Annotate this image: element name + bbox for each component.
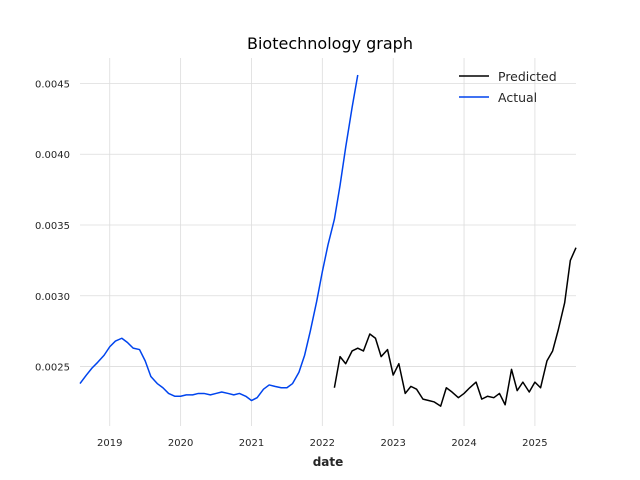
x-tick-label: 2024 [451,438,476,449]
x-tick-label: 2021 [239,438,264,449]
series-line-actual [79,74,359,402]
x-tick-label: 2025 [522,438,547,449]
y-tick-label: 0.0040 [35,150,70,161]
y-tick-label: 0.0035 [35,221,70,232]
series-layer [79,74,577,407]
grid-layer [80,58,576,426]
chart-title: Biotechnology graph [247,34,413,53]
legend-label-actual: Actual [498,90,537,105]
x-tick-label: 2022 [310,438,335,449]
tick-layer: 2019 2020 2021 2022 2023 2024 2025 0.0025 0.0030… [35,79,548,449]
x-tick-label: 2023 [380,438,405,449]
y-tick-label: 0.0045 [35,79,70,90]
y-tick-label: 0.0030 [35,292,70,303]
y-tick-label: 0.0025 [35,363,70,374]
x-axis-label: date [313,455,344,469]
x-tick-label: 2020 [168,438,193,449]
legend: Predicted Actual [459,69,557,105]
legend-label-predicted: Predicted [498,69,557,84]
series-line-predicted [333,247,577,407]
x-tick-label: 2019 [97,438,122,449]
